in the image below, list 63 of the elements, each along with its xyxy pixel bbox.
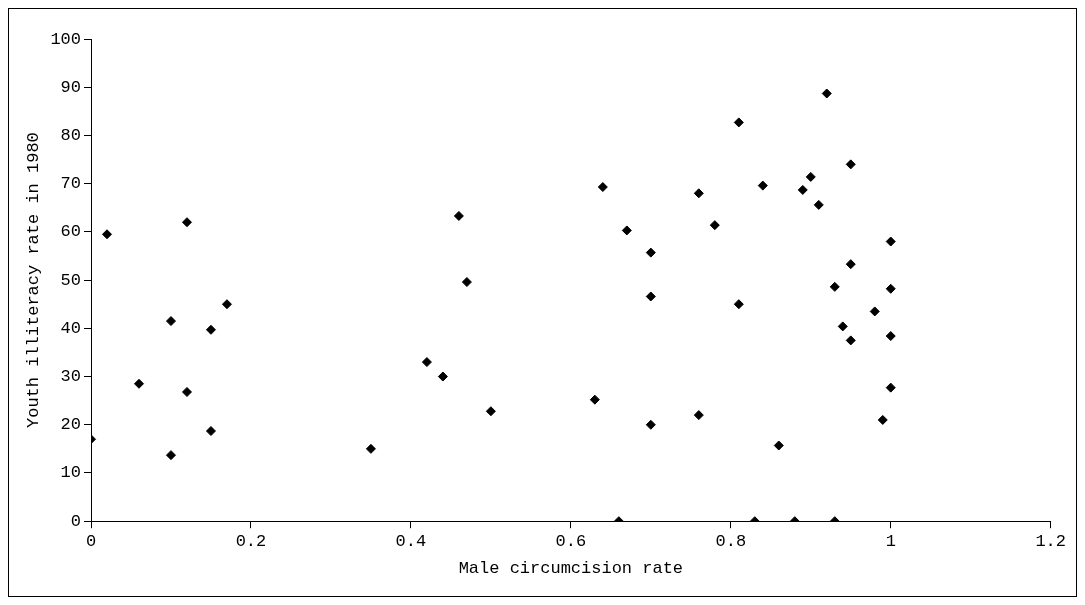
point <box>589 394 600 405</box>
x-tick-label: 0.2 <box>235 531 267 551</box>
point <box>845 159 856 170</box>
point <box>805 171 816 182</box>
y-tick-label: 80 <box>60 125 81 145</box>
point <box>821 88 832 99</box>
y-tick-label: 100 <box>50 29 81 49</box>
point <box>645 247 656 258</box>
point <box>485 406 496 417</box>
point <box>885 236 896 247</box>
point <box>797 184 808 195</box>
point <box>365 443 376 454</box>
point <box>205 426 216 437</box>
x-tick-label: 0 <box>85 531 97 551</box>
x-tick-label: 0.4 <box>395 531 427 551</box>
point <box>645 291 656 302</box>
y-axis-title: Youth illiteracy rate in 1980 <box>23 132 43 429</box>
x-tick-label: 0.8 <box>715 531 747 551</box>
point <box>885 331 896 342</box>
point <box>461 277 472 288</box>
point <box>757 180 768 191</box>
y-tick-label: 40 <box>60 318 81 338</box>
y-tick-label: 30 <box>60 367 81 387</box>
x-tick-label: 1.2 <box>1035 531 1066 551</box>
y-tick-label: 10 <box>60 463 81 483</box>
point <box>885 382 896 393</box>
point <box>829 281 840 292</box>
point <box>693 188 704 199</box>
point <box>645 419 656 430</box>
point <box>597 182 608 193</box>
point <box>845 259 856 270</box>
point <box>102 229 112 240</box>
point <box>709 220 720 231</box>
point <box>205 324 216 335</box>
point <box>869 306 880 317</box>
point <box>453 210 464 221</box>
point <box>181 386 192 397</box>
point <box>165 316 176 327</box>
x-axis-title: Male circumcision rate <box>458 559 684 579</box>
x-tick-label: 0.6 <box>555 531 587 551</box>
y-tick-label: 50 <box>60 270 81 290</box>
point <box>877 414 888 425</box>
point <box>221 299 232 310</box>
point <box>885 283 896 294</box>
y-tick-label: 90 <box>60 77 81 97</box>
y-tick-label: 70 <box>60 174 81 194</box>
y-tick-label: 60 <box>60 222 81 242</box>
point <box>733 299 744 310</box>
point <box>693 410 704 421</box>
point <box>813 199 824 210</box>
point <box>845 335 856 346</box>
point <box>165 450 176 461</box>
point <box>621 225 632 236</box>
y-tick-label: 20 <box>60 415 81 435</box>
point <box>733 117 744 128</box>
point <box>133 378 144 389</box>
point <box>421 357 432 368</box>
point <box>437 371 448 382</box>
x-tick-label: 1 <box>885 531 896 551</box>
y-tick-label: 0 <box>70 511 81 531</box>
point <box>773 440 784 451</box>
point <box>181 217 192 228</box>
point <box>837 321 848 332</box>
